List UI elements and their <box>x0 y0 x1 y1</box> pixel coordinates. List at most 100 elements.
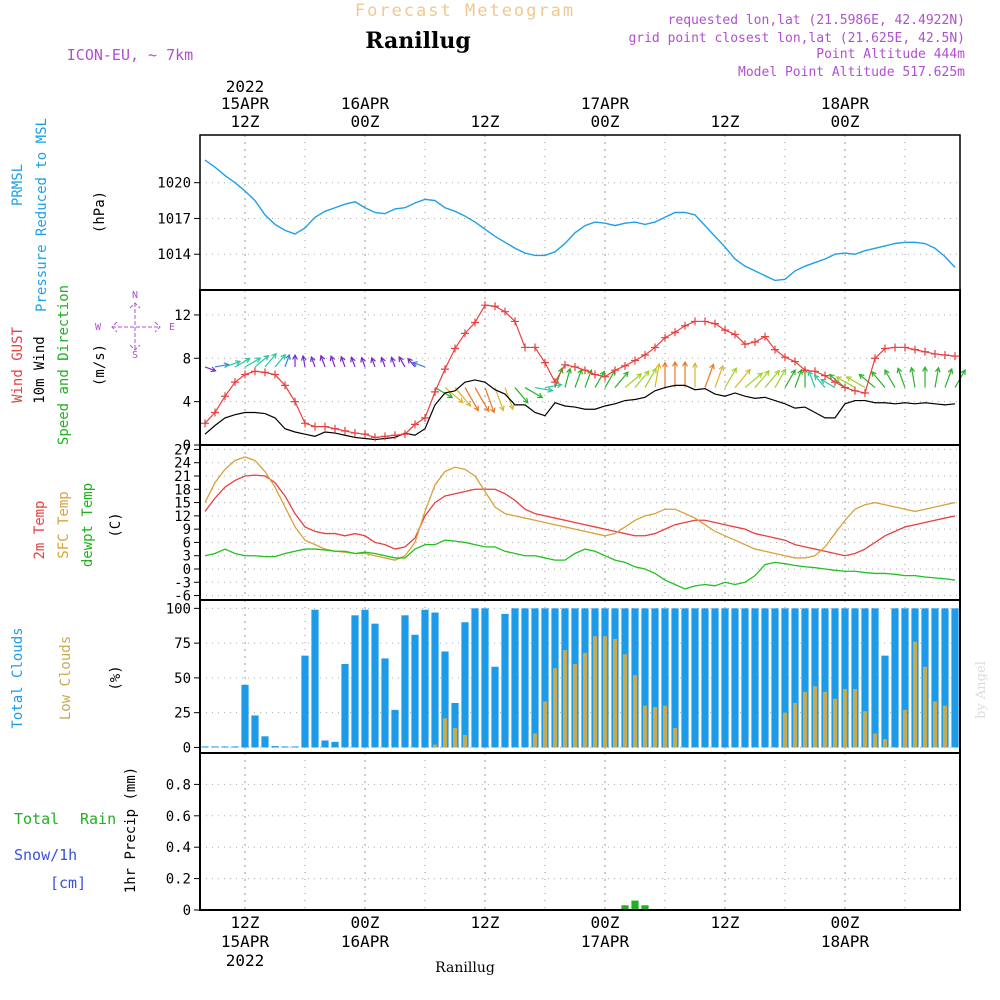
wind-arrow <box>734 369 751 388</box>
y-tick-label: 21 <box>174 469 191 485</box>
wind-arrow <box>944 368 953 388</box>
low-cloud-bar <box>633 675 637 748</box>
wind-arrow <box>574 369 583 388</box>
low-cloud-bar <box>453 727 457 748</box>
model-name: ICON-EU, ~ 7km <box>67 46 193 64</box>
wind-arrow <box>464 387 479 411</box>
total-cloud-bar <box>641 608 649 748</box>
wind-gust-marker <box>531 343 539 352</box>
y-tick-label: 6 <box>183 535 191 551</box>
total-cloud-bar <box>411 634 419 748</box>
temperature-line-1 <box>204 456 956 561</box>
wind-arrow-head <box>489 407 496 414</box>
low-cloud-bar <box>553 668 557 748</box>
wind-arrow-head <box>813 374 820 381</box>
low-cloud-bar <box>653 707 657 748</box>
wind-gust-marker <box>201 419 209 428</box>
wind-gust-marker <box>691 317 699 326</box>
total-cloud-bar <box>541 608 549 748</box>
wind-arrow-head <box>499 405 505 412</box>
wind-gust-marker <box>211 408 219 417</box>
wind-arrow-head <box>774 369 780 376</box>
top-date-label: 18APR <box>821 94 870 113</box>
wind-arrow-head <box>858 373 865 380</box>
wind-gust-marker <box>321 422 329 431</box>
wind-arrow-head <box>566 367 572 374</box>
total-cloud-bar <box>851 608 859 748</box>
y-tick-label: 0 <box>183 740 191 756</box>
total-cloud-bar <box>861 608 869 748</box>
wind-arrow-head <box>398 355 404 362</box>
wind-gust-marker <box>651 343 659 352</box>
low-cloud-bar <box>813 686 817 748</box>
total-cloud-bar <box>481 608 489 748</box>
bottom-date-label: 17APR <box>581 932 630 951</box>
wind-arrow-head <box>599 370 605 377</box>
wind-arrow-head <box>473 405 479 412</box>
location-title: Ranillug <box>365 28 471 54</box>
wind-gust-marker <box>451 344 459 353</box>
point-altitude: Point Altitude 444m <box>816 47 965 62</box>
wind-gust-marker <box>681 321 689 330</box>
precip-bar <box>621 905 629 910</box>
wind-gust-marker <box>221 392 229 401</box>
bottom-hour-label: 00Z <box>591 913 620 932</box>
top-hour-label: 12Z <box>471 112 500 131</box>
total-cloud-bar <box>331 741 339 748</box>
total-cloud-bar <box>391 709 399 748</box>
wind-arrow-head <box>380 356 386 363</box>
wind-arrow <box>564 368 571 388</box>
wind-gust-marker <box>811 367 819 376</box>
wind-gust-marker <box>911 345 919 354</box>
wind-gust-marker <box>281 381 289 390</box>
panel-frame <box>199 444 961 601</box>
wind-arrow-head <box>300 354 307 361</box>
wind-arrow-head <box>557 367 564 374</box>
precip-total-label: Total <box>14 810 59 828</box>
low-cloud-bar <box>883 739 887 748</box>
wind-arrow <box>204 366 216 372</box>
y-tick-label: 12 <box>174 509 191 525</box>
wind-gust-marker <box>921 347 929 356</box>
wind-gust-marker <box>641 351 649 360</box>
wind-arrow-head <box>790 369 796 376</box>
wind-arrow <box>474 387 490 412</box>
y-tick-label: 24 <box>174 456 191 472</box>
total-cloud-bar <box>931 608 939 748</box>
wind-arrow <box>624 373 642 389</box>
wind-arrow <box>371 357 376 368</box>
wind-arrow <box>302 355 306 368</box>
low-cloud-bar <box>913 641 917 748</box>
wind-arrow-head <box>682 360 688 367</box>
low-cloud-bar <box>823 691 827 748</box>
wind-arrow <box>514 387 529 404</box>
total-cloud-bar <box>821 608 829 748</box>
total-cloud-bar <box>801 608 809 748</box>
total-cloud-bar <box>351 615 359 748</box>
total-cloud-bar <box>881 655 889 748</box>
wind-arrow-head <box>922 365 928 372</box>
wind-arrow <box>224 360 241 368</box>
wind-arrow-head <box>447 392 454 399</box>
wind-gust-marker <box>391 431 399 440</box>
wind-arrow <box>244 357 261 368</box>
wind-gust-marker <box>371 433 379 442</box>
low-cloud-bar <box>593 636 597 748</box>
total-cloud-bar <box>271 746 279 748</box>
y-tick-label: 0.6 <box>166 809 191 825</box>
wind-arrow <box>320 355 326 368</box>
wind-arrow <box>814 374 826 388</box>
requested-coords: requested lon,lat (21.5986E, 42.4922N) <box>668 13 965 28</box>
top-date-label: 16APR <box>341 94 390 113</box>
total-cloud-bar <box>751 608 759 748</box>
wind-arrow-head <box>244 357 251 364</box>
wind-arrow-head <box>484 406 490 413</box>
total-cloud-bar <box>441 651 449 748</box>
wind-arrow-head <box>871 370 877 377</box>
wind-arrow-head <box>263 354 270 361</box>
wind-gust-marker <box>421 413 429 422</box>
total-cloud-bar <box>251 715 259 748</box>
wind-arrow <box>784 369 796 388</box>
